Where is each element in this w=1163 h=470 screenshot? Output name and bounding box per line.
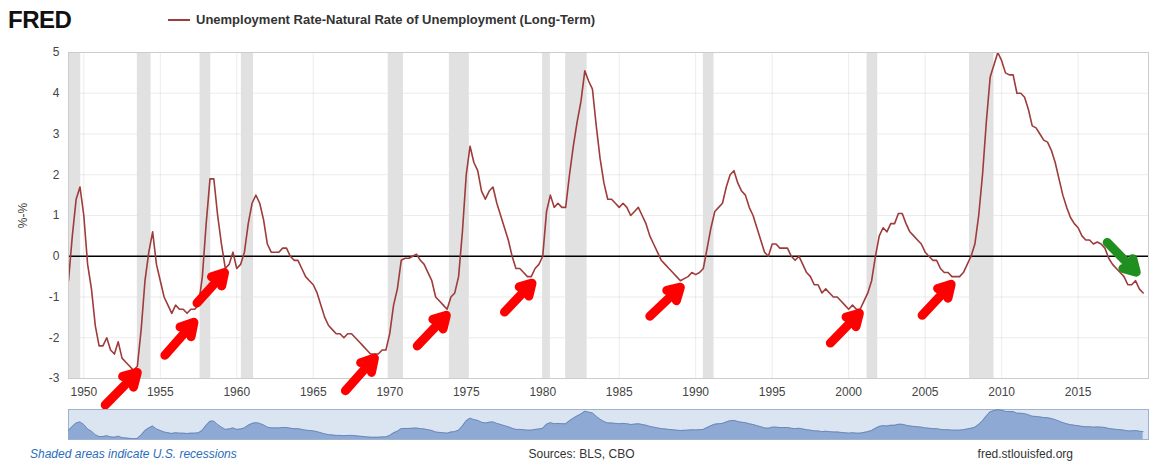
html-text:fred.stlouisfed.org: fred.stlouisfed.org xyxy=(977,447,1073,461)
svg-text:2: 2 xyxy=(53,168,60,182)
svg-text:1960: 1960 xyxy=(223,385,250,399)
svg-text:4: 4 xyxy=(53,86,60,100)
svg-text:2000: 2000 xyxy=(835,385,862,399)
html-text:Sources: BLS, CBO: Sources: BLS, CBO xyxy=(528,447,635,461)
svg-text:0: 0 xyxy=(53,249,60,263)
svg-text:-2: -2 xyxy=(49,331,60,345)
svg-text:1965: 1965 xyxy=(300,385,327,399)
svg-text:1985: 1985 xyxy=(606,385,633,399)
svg-text:-3: -3 xyxy=(49,371,60,385)
html-text:Shaded areas indicate U.S. rec: Shaded areas indicate U.S. recessions xyxy=(30,447,237,461)
svg-text:2005: 2005 xyxy=(912,385,939,399)
svg-text:1950: 1950 xyxy=(70,385,97,399)
svg-text:1955: 1955 xyxy=(147,385,174,399)
html-text:Unemployment Rate-Natural Rate: Unemployment Rate-Natural Rate of Unempl… xyxy=(196,12,596,27)
svg-text:5: 5 xyxy=(53,45,60,59)
svg-text:1975: 1975 xyxy=(453,385,480,399)
svg-text:2015: 2015 xyxy=(1065,385,1092,399)
html-text:FRED: FRED xyxy=(8,6,72,33)
svg-text:1970: 1970 xyxy=(376,385,403,399)
svg-text:1980: 1980 xyxy=(529,385,556,399)
svg-text:-1: -1 xyxy=(49,290,60,304)
svg-text:1990: 1990 xyxy=(682,385,709,399)
svg-text:%-%: %-% xyxy=(16,203,30,229)
svg-text:3: 3 xyxy=(53,127,60,141)
svg-text:1995: 1995 xyxy=(759,385,786,399)
svg-text:1: 1 xyxy=(53,208,60,222)
svg-text:2010: 2010 xyxy=(988,385,1015,399)
